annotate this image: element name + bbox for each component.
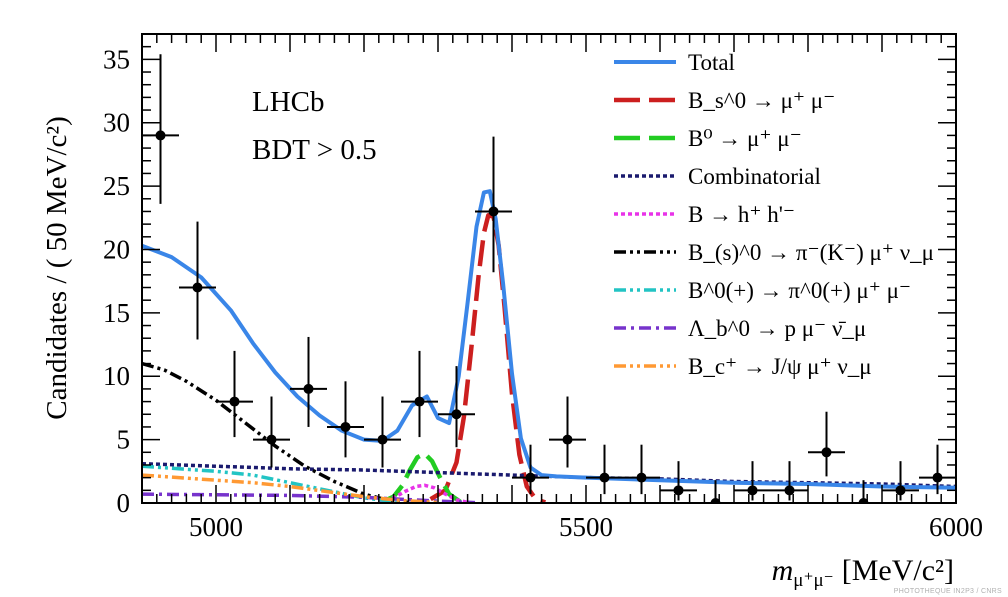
- data-marker: [821, 447, 832, 458]
- data-marker: [451, 409, 462, 420]
- x-tick-label: 5500: [559, 512, 613, 542]
- data-marker: [858, 498, 869, 503]
- series-curve-1: [429, 213, 547, 503]
- data-point: [882, 461, 919, 501]
- data-point: [845, 480, 882, 503]
- series-curve-8: [142, 473, 439, 503]
- legend-entry-3: Combinatorial: [614, 164, 821, 189]
- bdt-cut-annotation: BDT > 0.5: [252, 134, 377, 166]
- data-marker: [636, 472, 647, 483]
- legend-entry-8: B_c⁺ → J/ψ μ⁺ ν_μ: [614, 354, 872, 379]
- data-point: [512, 444, 549, 495]
- series-curve-2: [381, 451, 462, 503]
- legend-label: B_c⁺ → J/ψ μ⁺ ν_μ: [688, 354, 872, 379]
- y-tick-label: 35: [103, 44, 130, 74]
- y-tick-label: 0: [117, 488, 131, 518]
- legend-label: B_s^0 → μ⁺ μ⁻: [688, 88, 835, 113]
- data-point: [327, 381, 364, 458]
- legend-entry-0: Total: [614, 50, 735, 75]
- data-marker: [747, 485, 758, 496]
- data-point: [660, 461, 697, 501]
- x-axis-label: mμ⁺μ⁻ [MeV/c²]: [772, 554, 954, 591]
- legend-label: Total: [688, 50, 735, 75]
- data-marker: [155, 130, 166, 141]
- data-point: [142, 54, 179, 204]
- legend-entry-2: B⁰ → μ⁺ μ⁻: [614, 126, 802, 151]
- data-marker: [266, 434, 277, 445]
- legend-label: B_(s)^0 → π⁻(K⁻) μ⁺ ν_μ: [688, 240, 934, 265]
- legend-label: Combinatorial: [688, 164, 821, 189]
- data-marker: [303, 383, 314, 394]
- data-point: [549, 396, 586, 468]
- lhcb-annotation: LHCb: [252, 86, 325, 118]
- data-point: [253, 396, 290, 468]
- legend-entry-5: B_(s)^0 → π⁻(K⁻) μ⁺ ν_μ: [614, 240, 934, 265]
- data-point: [734, 461, 771, 501]
- legend-label: Λ_b^0 → p μ⁻ ν̄_μ: [688, 316, 866, 341]
- legend-label: B^0(+) → π^0(+) μ⁺ μ⁻: [688, 278, 911, 303]
- y-axis-label: Candidates / ( 50 MeV/c²): [41, 116, 73, 419]
- data-marker: [599, 472, 610, 483]
- series-curve-5: [142, 361, 409, 503]
- legend-label: B⁰ → μ⁺ μ⁻: [688, 126, 802, 151]
- data-point: [438, 366, 475, 448]
- x-tick-label: 6000: [929, 512, 983, 542]
- data-point: [475, 136, 512, 273]
- data-point: [364, 396, 401, 468]
- photo-credit: PHOTOTHEQUE IN2P3 / CNRS: [893, 588, 1002, 595]
- data-point: [179, 221, 216, 340]
- data-point: [697, 480, 734, 503]
- data-marker: [414, 396, 425, 407]
- y-tick-label: 20: [103, 234, 130, 264]
- data-marker: [488, 206, 499, 217]
- y-tick-label: 10: [103, 361, 130, 391]
- data-point: [771, 461, 808, 501]
- data-marker: [525, 472, 536, 483]
- legend-label: B → h⁺ h'⁻: [688, 202, 795, 227]
- data-marker: [932, 472, 943, 483]
- y-tick-label: 30: [103, 108, 130, 138]
- legend-entry-4: B → h⁺ h'⁻: [614, 202, 795, 227]
- legend-entry-1: B_s^0 → μ⁺ μ⁻: [614, 88, 835, 113]
- data-marker: [710, 498, 721, 503]
- data-marker: [562, 434, 573, 445]
- data-marker: [229, 396, 240, 407]
- x-tick-label: 5000: [189, 512, 243, 542]
- legend-entry-7: Λ_b^0 → p μ⁻ ν̄_μ: [614, 316, 866, 341]
- data-point: [401, 350, 438, 438]
- data-marker: [377, 434, 388, 445]
- data-point: [290, 336, 327, 427]
- data-marker: [673, 485, 684, 496]
- data-point: [808, 411, 845, 477]
- data-point: [586, 444, 623, 495]
- data-marker: [784, 485, 795, 496]
- data-point: [623, 444, 660, 495]
- y-tick-label: 5: [117, 425, 131, 455]
- data-marker: [340, 421, 351, 432]
- y-tick-label: 15: [103, 298, 130, 328]
- series-curve-7: [142, 492, 476, 503]
- data-point: [216, 350, 253, 438]
- y-tick-label: 25: [103, 171, 130, 201]
- plot-frame: [141, 33, 957, 504]
- data-marker: [192, 282, 203, 293]
- legend-entry-6: B^0(+) → π^0(+) μ⁺ μ⁻: [614, 278, 911, 303]
- series-curve-0: [142, 189, 956, 490]
- data-marker: [895, 485, 906, 496]
